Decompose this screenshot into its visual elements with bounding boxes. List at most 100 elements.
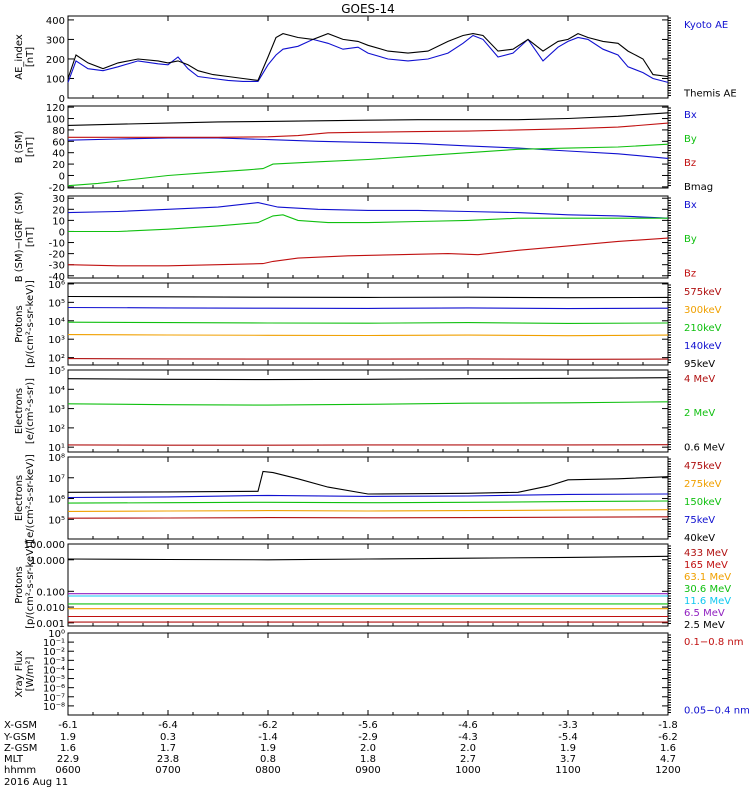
legend-item: By — [684, 134, 697, 145]
series-2-5-mev — [67, 555, 669, 561]
y-tick-label: 10⁸ — [48, 453, 65, 464]
y-axis-label: Protons — [14, 305, 25, 342]
legend-item: Bz — [684, 268, 696, 279]
ephemeris-value: -4.6 — [458, 720, 478, 731]
y-tick-label: 10⁶ — [48, 495, 65, 506]
series-0-6-mev — [67, 377, 669, 381]
series-40kev — [67, 470, 669, 495]
ephemeris-value: -5.6 — [358, 720, 378, 731]
ephemeris-value: -1.4 — [258, 732, 278, 743]
legend-item: 300keV — [684, 305, 722, 316]
ephemeris-value: -4.3 — [458, 732, 478, 743]
legend-item: Bz — [684, 158, 696, 169]
legend-item: Bx — [684, 200, 697, 211]
y-tick-label: 10² — [48, 354, 65, 365]
ephemeris-value: 0.3 — [160, 732, 176, 743]
ephemeris-value: 1.9 — [60, 732, 76, 743]
ephemeris-value: -1.8 — [658, 720, 678, 731]
ephemeris-value: -6.4 — [158, 720, 178, 731]
series-95kev — [67, 295, 669, 299]
ephemeris-value: -2.9 — [358, 732, 378, 743]
ephemeris-value: 2.0 — [360, 743, 376, 754]
series-4-mev — [67, 444, 669, 446]
y-axis-label: [e/(cm²-s-sr-keV)] — [25, 454, 36, 542]
y-tick-label: 10⁵ — [48, 366, 65, 377]
ephemeris-value: 1.6 — [60, 743, 76, 754]
ephemeris-value: 0800 — [255, 765, 280, 776]
ephemeris-value: 1200 — [655, 765, 680, 776]
panel-xray: 10⁻⁸10⁻⁷10⁻⁶10⁻⁵10⁻⁴10⁻³10⁻²10⁻¹10⁰ Xray … — [14, 629, 750, 716]
y-tick-label: 0.010 — [36, 603, 65, 614]
y-tick-label: 10⁻⁴ — [43, 665, 65, 676]
legend-item: Kyoto AE — [684, 20, 728, 31]
y-tick-label: 0 — [59, 94, 65, 105]
series-475kev — [67, 516, 669, 519]
series-bz — [67, 237, 669, 267]
series-kyoto-ae — [67, 34, 669, 83]
legend-item: Bx — [684, 110, 697, 121]
series-300kev — [67, 334, 669, 337]
legend-item: 6.5 MeV — [684, 608, 725, 619]
ephemeris-value: 0900 — [355, 765, 380, 776]
ephemeris-row-label: Y-GSM — [3, 732, 36, 743]
series-bmag — [67, 112, 669, 126]
y-tick-label: 10⁷ — [48, 474, 65, 485]
y-tick-label: 200 — [46, 55, 65, 66]
legend-item: 40keV — [684, 533, 715, 544]
y-tick-label: 20 — [52, 160, 65, 171]
series-275kev — [67, 509, 669, 512]
figure-title: GOES-14 — [341, 2, 395, 16]
y-tick-label: 40 — [52, 149, 65, 160]
y-axis-label: AE_index — [14, 34, 25, 80]
ephemeris-value: 23.8 — [157, 754, 179, 765]
series-210kev — [67, 321, 669, 324]
ephemeris-row-label: hhmm — [4, 765, 36, 776]
y-tick-label: 80 — [52, 126, 65, 137]
series-150kev — [67, 500, 669, 504]
ephemeris-row-label: X-GSM — [4, 720, 37, 731]
legend-item: 75keV — [684, 515, 715, 526]
ephemeris-value: 1000 — [455, 765, 480, 776]
panel-frame — [67, 15, 669, 99]
y-axis-label: Electrons — [14, 475, 25, 521]
series-themis-ae — [67, 32, 669, 81]
y-tick-label: -10 — [49, 239, 65, 250]
y-tick-label: 10⁴ — [48, 385, 65, 396]
y-tick-label: 300 — [46, 35, 65, 46]
y-axis-label: [p/(cm²-s-sr-keV)] — [25, 541, 36, 629]
ephemeris-value: 1.9 — [260, 743, 276, 754]
ephemeris-value: 1.8 — [360, 754, 376, 765]
ephemeris-value: -6.2 — [658, 732, 678, 743]
y-axis-label: Electrons — [14, 388, 25, 434]
panel-frame — [67, 543, 669, 627]
y-tick-label: 10⁻⁸ — [43, 702, 65, 713]
ephemeris-value: 4.7 — [660, 754, 676, 765]
y-axis-label: [nT] — [25, 47, 36, 67]
ephemeris-value: -6.1 — [58, 720, 78, 731]
legend-item: 210keV — [684, 323, 722, 334]
y-tick-label: 400 — [46, 16, 65, 27]
ephemeris-value: 1.7 — [160, 743, 176, 754]
y-axis-label: [nT] — [25, 227, 36, 247]
series-140kev — [67, 306, 669, 310]
legend-item: 0.05−0.4 nm — [684, 705, 750, 716]
x-axis-ephemeris: X-GSM -6.1 -6.4 -6.2 -5.6 -4.6 -3.3 -1.8 Y-GSM 1.… — [3, 720, 681, 788]
ephemeris-row-label: MLT — [4, 754, 24, 765]
legend-item: 0.1−0.8 nm — [684, 637, 743, 648]
ephemeris-value: -6.2 — [258, 720, 278, 731]
panel-frame — [67, 456, 669, 540]
y-tick-label: 20 — [52, 205, 65, 216]
panel-ae: 0 100 200 300 400 AE_index [nT] Kyoto AE Themis … — [14, 15, 737, 105]
y-axis-label: Xray Flux — [14, 650, 25, 697]
y-tick-label: 100 — [46, 115, 65, 126]
y-tick-label: 0 — [59, 171, 65, 182]
legend-item: 2.5 MeV — [684, 620, 725, 631]
y-tick-label: 0.100 — [36, 587, 65, 598]
panel-protons_mev: 0.001 0.010 0.100 10.000 100.000 Protons [p/(c… — [14, 540, 731, 631]
ephemeris-value: 1.6 — [660, 743, 676, 754]
ephemeris-value: 2.7 — [460, 754, 476, 765]
y-tick-label: -30 — [49, 261, 65, 272]
series-2-mev — [67, 401, 669, 406]
y-tick-label: -20 — [49, 250, 65, 261]
